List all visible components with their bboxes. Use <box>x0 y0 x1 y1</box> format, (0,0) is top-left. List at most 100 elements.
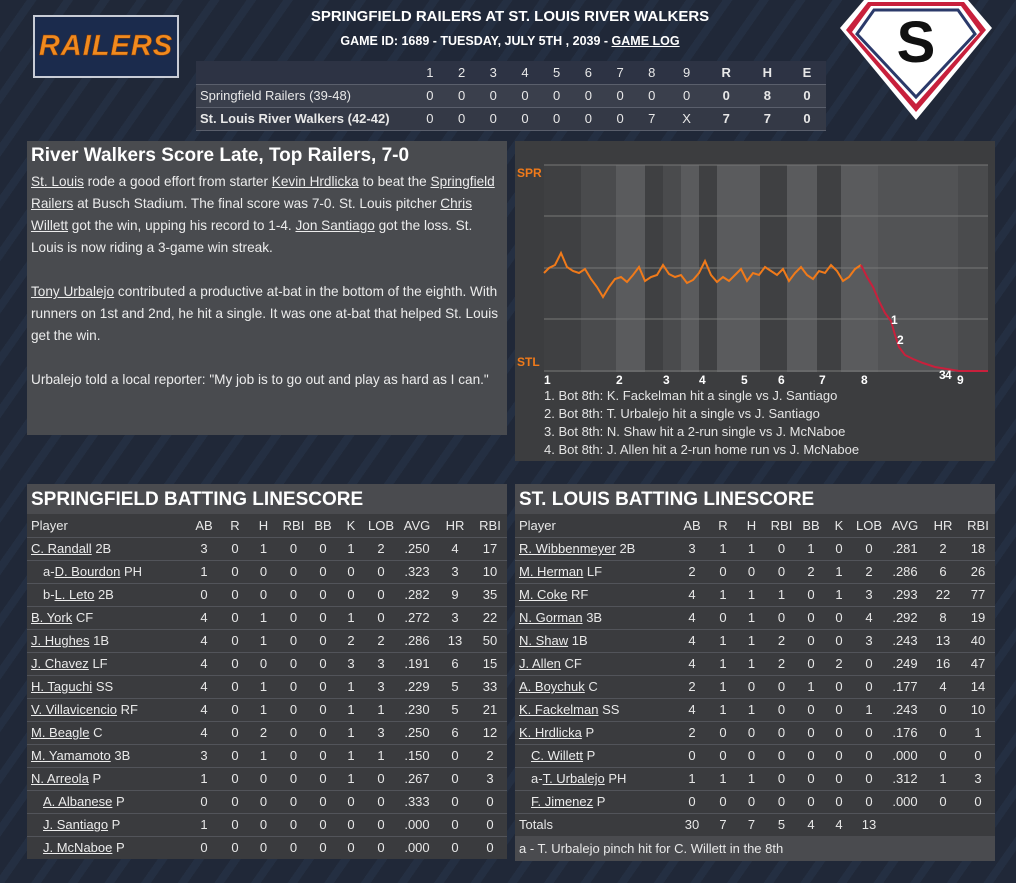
inning-label: 2 <box>616 373 623 386</box>
stat-cell: 1 <box>249 674 278 698</box>
stat-cell: 0 <box>221 605 249 629</box>
event-marker: 2 <box>897 333 904 347</box>
team-link[interactable]: St. Louis <box>31 174 84 189</box>
stat-cell <box>885 812 925 836</box>
game-log-link[interactable]: GAME LOG <box>611 34 680 48</box>
player-row: A. Boychuk C 2 1 0 0 1 0 0.177 4 14 <box>515 674 995 698</box>
stat-cell: 0 <box>675 789 709 813</box>
player-position: 2B <box>95 541 112 556</box>
player-link[interactable]: C. Willett <box>531 748 583 763</box>
player-link[interactable]: A. Boychuk <box>519 679 585 694</box>
stat-cell: 1 <box>797 674 825 698</box>
stat-cell: 0 <box>766 559 797 583</box>
stat-cell: 0 <box>278 536 309 560</box>
win-probability-line <box>543 250 862 299</box>
player-position: P <box>116 794 125 809</box>
stat-cell: 1 <box>365 697 397 721</box>
stat-cell: 3 <box>187 536 221 560</box>
player-cell: N. Shaw 1B <box>515 628 675 652</box>
team-link[interactable]: Springfield Railers <box>31 174 495 211</box>
player-row: a-D. Bourdon PH 1 0 0 0 0 0 0.323 3 10 <box>27 559 507 583</box>
stat-cell: 0 <box>365 605 397 629</box>
stat-cell: .312 <box>885 766 925 790</box>
player-link[interactable]: N. Gorman <box>519 610 583 625</box>
player-cell: J. Chavez LF <box>27 651 187 675</box>
col-header: H <box>249 514 278 537</box>
player-link[interactable]: M. Yamamoto <box>31 748 111 763</box>
player-row: J. Allen CF 4 1 1 2 0 2 0.249 16 47 <box>515 651 995 675</box>
player-link[interactable]: J. McNaboe <box>43 840 113 856</box>
player-link[interactable]: Jon Santiago <box>295 218 375 233</box>
player-link[interactable]: M. Coke <box>519 587 568 602</box>
player-cell: J. Santiago P <box>27 812 187 836</box>
player-link[interactable]: N. Arreola <box>31 771 89 786</box>
player-link[interactable]: Tony Urbalejo <box>31 284 115 299</box>
stat-cell: 0 <box>221 559 249 583</box>
stat-cell: 1 <box>337 605 365 629</box>
stat-cell: 0 <box>925 720 961 744</box>
player-link[interactable]: V. Villavicencio <box>31 702 117 717</box>
player-link[interactable]: K. Hrdlicka <box>519 725 582 740</box>
game-title: SPRINGFIELD RAILERS AT ST. LOUIS RIVER W… <box>310 8 710 25</box>
stat-cell: 0 <box>309 651 337 675</box>
player-link[interactable]: M. Herman <box>519 564 584 579</box>
player-cell: M. Coke RF <box>515 582 675 606</box>
player-link[interactable]: J. Santiago <box>43 817 109 832</box>
player-row: J. Santiago P 1 0 0 0 0 0 0.000 0 0 <box>27 812 507 836</box>
railers-logo[interactable]: RAILERS <box>33 15 179 78</box>
stat-cell: 0 <box>309 582 337 606</box>
player-link[interactable]: K. Fackelman <box>519 702 599 717</box>
player-link[interactable]: R. Wibbenmeyer <box>519 541 616 556</box>
stat-cell: 1 <box>737 605 766 629</box>
stat-cell: 0 <box>437 789 473 813</box>
home-team-badge[interactable]: S <box>840 0 992 122</box>
stat-cell: 0 <box>249 582 278 606</box>
inning-score: 0 <box>445 83 478 107</box>
player-link[interactable]: H. Taguchi <box>31 679 93 694</box>
stat-cell: 0 <box>278 743 309 767</box>
stat-cell: 0 <box>437 835 473 859</box>
stat-cell: 0 <box>187 582 221 606</box>
stat-cell: 0 <box>221 651 249 675</box>
player-cell: a-D. Bourdon PH <box>27 559 187 583</box>
player-position: RF <box>120 702 138 717</box>
badge-inner-border <box>855 8 977 100</box>
stat-cell: .243 <box>885 628 925 652</box>
stat-cell: 0 <box>337 559 365 583</box>
stat-cell: 30 <box>675 812 709 836</box>
col-header: AB <box>675 514 709 537</box>
stat-cell: 0 <box>473 812 507 836</box>
stat-cell: 2 <box>249 720 278 744</box>
player-link[interactable]: L. Leto <box>54 587 95 602</box>
player-link[interactable]: Kevin Hrdlicka <box>271 174 359 189</box>
recap-paragraph: Urbalejo told a local reporter: "My job … <box>31 372 489 387</box>
player-link[interactable]: D. Bourdon <box>54 564 121 579</box>
stat-cell: 0 <box>309 674 337 698</box>
key-plays-list: 1. Bot 8th: K. Fackelman hit a single vs… <box>544 387 859 459</box>
player-link[interactable]: F. Jimenez <box>531 794 594 809</box>
stat-cell: 0 <box>797 628 825 652</box>
stat-cell: 0 <box>249 835 278 859</box>
player-link[interactable]: B. York <box>31 610 73 625</box>
player-link[interactable]: J. Hughes <box>31 633 90 648</box>
stat-cell: 4 <box>675 582 709 606</box>
stat-cell: 6 <box>925 559 961 583</box>
stat-cell: 1 <box>249 743 278 767</box>
stat-cell: 4 <box>675 628 709 652</box>
game-linescore: 1 2 3 4 5 6 7 8 9 R H E Springfield Rail… <box>196 61 826 131</box>
player-link[interactable]: M. Beagle <box>31 725 90 740</box>
stat-cell: 1 <box>337 697 365 721</box>
inning-score: 0 <box>445 106 478 131</box>
sub-prefix: a- <box>531 771 543 786</box>
stat-cell: 33 <box>473 674 507 698</box>
stat-cell: 0 <box>473 789 507 813</box>
player-link[interactable]: N. Shaw <box>519 633 569 648</box>
player-link[interactable]: J. Allen <box>519 656 561 671</box>
player-link[interactable]: J. Chavez <box>31 656 89 671</box>
player-link[interactable]: A. Albanese <box>43 794 113 809</box>
player-link[interactable]: C. Randall <box>31 541 92 556</box>
player-row: M. Yamamoto 3B 3 0 1 0 0 1 1.150 0 2 <box>27 743 507 767</box>
player-link[interactable]: T. Urbalejo <box>542 771 605 786</box>
batting-table: Player AB R H RBI BB K LOB AVG HR RBI C.… <box>27 514 507 859</box>
player-link[interactable]: Chris Willett <box>31 196 473 233</box>
